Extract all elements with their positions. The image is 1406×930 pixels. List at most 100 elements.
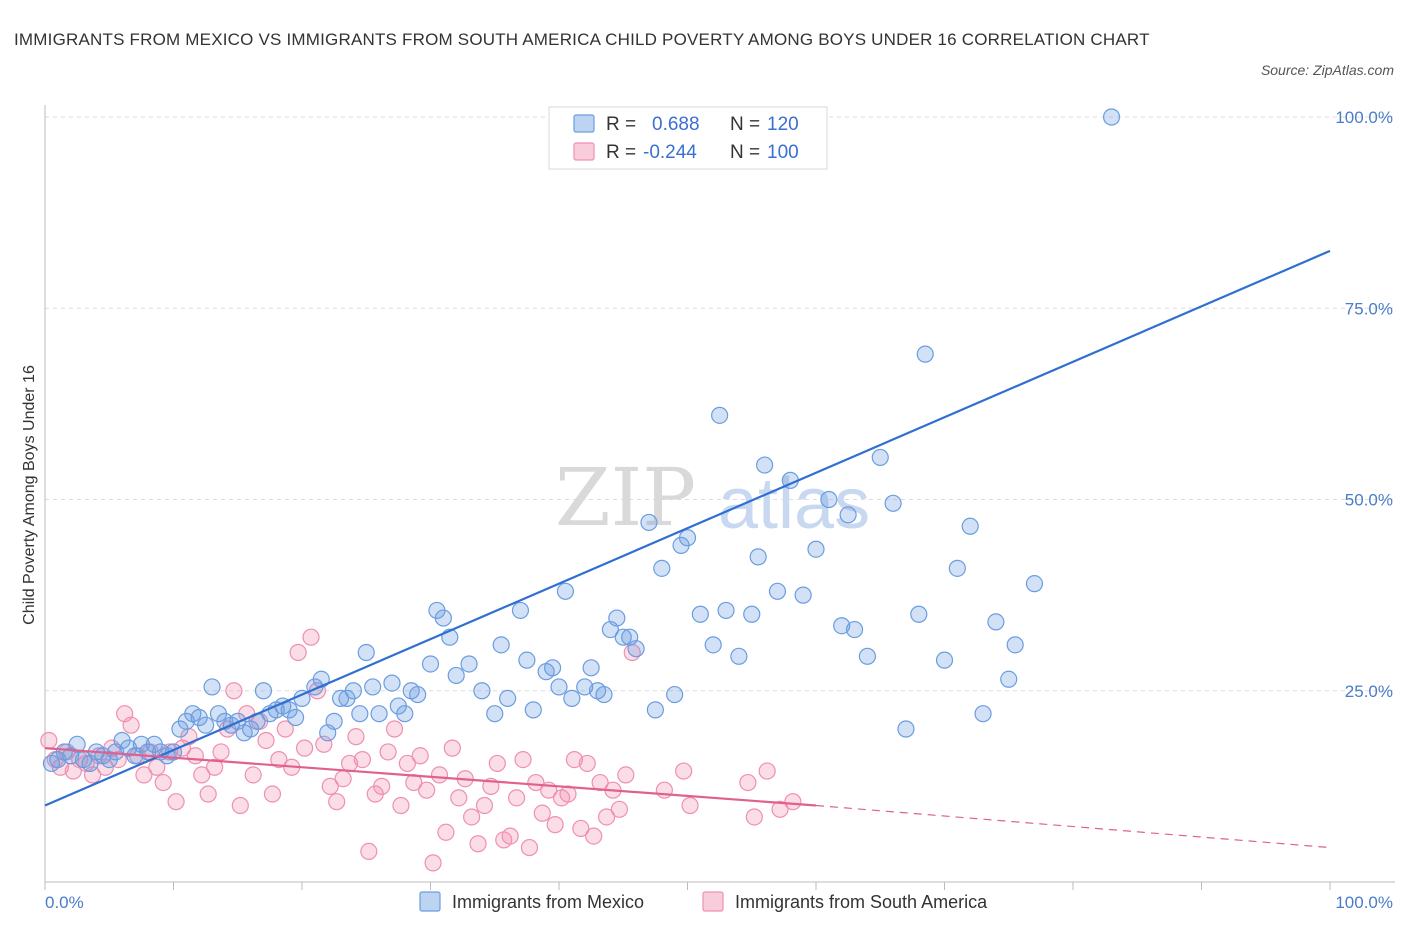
sa-point (745, 808, 763, 826)
mexico-point (839, 506, 857, 524)
sa-point (681, 796, 699, 815)
mexico-point (833, 617, 851, 635)
sa-point (244, 766, 262, 784)
mexico-point (582, 659, 600, 677)
sa-point (572, 819, 590, 838)
y-tick-label: 50.0% (1345, 491, 1393, 510)
sa-point (360, 842, 378, 861)
mexico-point (743, 605, 761, 623)
mexico-point (331, 689, 350, 708)
legend-sa-n-label: N = (730, 142, 760, 163)
mexico-point (910, 605, 928, 623)
sa-point (450, 789, 468, 807)
sa-point (231, 796, 249, 815)
mexico-point (576, 678, 594, 696)
mexico-point (749, 548, 767, 566)
chart-title: IMMIGRANTS FROM MEXICO VS IMMIGRANTS FRO… (14, 30, 1150, 49)
mexico-point (344, 682, 362, 700)
sa-point (675, 762, 693, 780)
mexico-point (845, 620, 864, 639)
legend-sa-r-value: -0.244 (643, 142, 697, 163)
mexico-point (434, 609, 452, 627)
mexico-point (68, 735, 86, 753)
sa-point (418, 781, 436, 799)
mexico-point (653, 559, 671, 577)
mexico-point (646, 701, 664, 719)
sa-trend-line-extension (815, 804, 1331, 849)
sa-point (302, 628, 320, 646)
sa-point (585, 827, 603, 845)
sa-point (739, 773, 757, 792)
sa-point (443, 739, 461, 757)
mexico-point (935, 651, 954, 669)
mexico-point (961, 517, 979, 535)
mexico-point (704, 636, 722, 654)
y-axis-label: Child Poverty Among Boys Under 16 (21, 365, 38, 625)
sa-point (167, 793, 185, 811)
mexico-point (884, 494, 902, 512)
sa-point (263, 785, 282, 803)
mexico-point (948, 559, 966, 577)
sa-point (392, 796, 410, 815)
mexico-point (897, 720, 915, 738)
mexico-point (447, 666, 465, 685)
mexico-point (794, 586, 812, 604)
mexico-point (608, 609, 626, 627)
tick-labels: 25.0% 50.0% 75.0% 100.0% 0.0% 100.0% (45, 108, 1393, 912)
mexico-point (492, 636, 510, 654)
trend-lines (44, 249, 1331, 849)
mexico-point (254, 682, 273, 700)
watermark-zip: ZIP (555, 451, 696, 544)
sa-point (507, 789, 526, 807)
sa-point (334, 770, 352, 788)
sa-point (270, 750, 288, 769)
sa-point (610, 800, 628, 818)
mexico-point (711, 406, 729, 424)
sa-point (206, 758, 224, 776)
sa-point (475, 796, 494, 815)
mexico-point (666, 685, 684, 704)
x-tick-label: 100.0% (1335, 893, 1393, 912)
sa-point (411, 747, 429, 765)
legend-box: R = 0.688 N = 120 R = -0.244 N = 100 (548, 106, 828, 170)
bottom-legend-mexico-swatch (419, 891, 441, 912)
source-label: Source: ZipAtlas.com (1260, 62, 1394, 78)
sa-point (225, 682, 243, 700)
sa-point (424, 854, 442, 872)
sa-point (199, 785, 217, 803)
mexico-point (563, 689, 581, 708)
sa-point (591, 773, 609, 792)
mexico-point (383, 674, 401, 692)
legend-mexico-n-value: 120 (767, 114, 799, 135)
sa-point (295, 739, 314, 757)
sa-point (771, 800, 789, 818)
sa-point (373, 777, 391, 795)
mexico-point (473, 682, 491, 700)
sa-point (463, 808, 481, 826)
mexico-point (543, 659, 562, 677)
sa-point (186, 747, 204, 765)
mexico-point (678, 529, 697, 547)
axes (44, 105, 1395, 890)
legend-mexico-n-label: N = (730, 114, 760, 135)
bottom-legend-sa-swatch (702, 891, 724, 912)
sa-point (193, 766, 211, 784)
sa-point (617, 766, 635, 784)
sa-point (40, 731, 58, 750)
sa-point (385, 720, 404, 738)
sa-point (135, 766, 153, 784)
sa-point (321, 777, 339, 795)
mexico-point (974, 705, 992, 723)
bottom-legend-sa-label: Immigrants from South America (735, 892, 988, 912)
mexico-point (370, 705, 388, 723)
sa-point (527, 773, 545, 792)
mexico-point (691, 605, 709, 623)
sa-point (597, 808, 616, 826)
mexico-point (556, 582, 575, 600)
sa-point (501, 827, 519, 845)
mexico-point (640, 513, 658, 532)
mexico-point (197, 716, 215, 734)
mexico-points (42, 108, 1121, 773)
mexico-point (286, 708, 305, 727)
